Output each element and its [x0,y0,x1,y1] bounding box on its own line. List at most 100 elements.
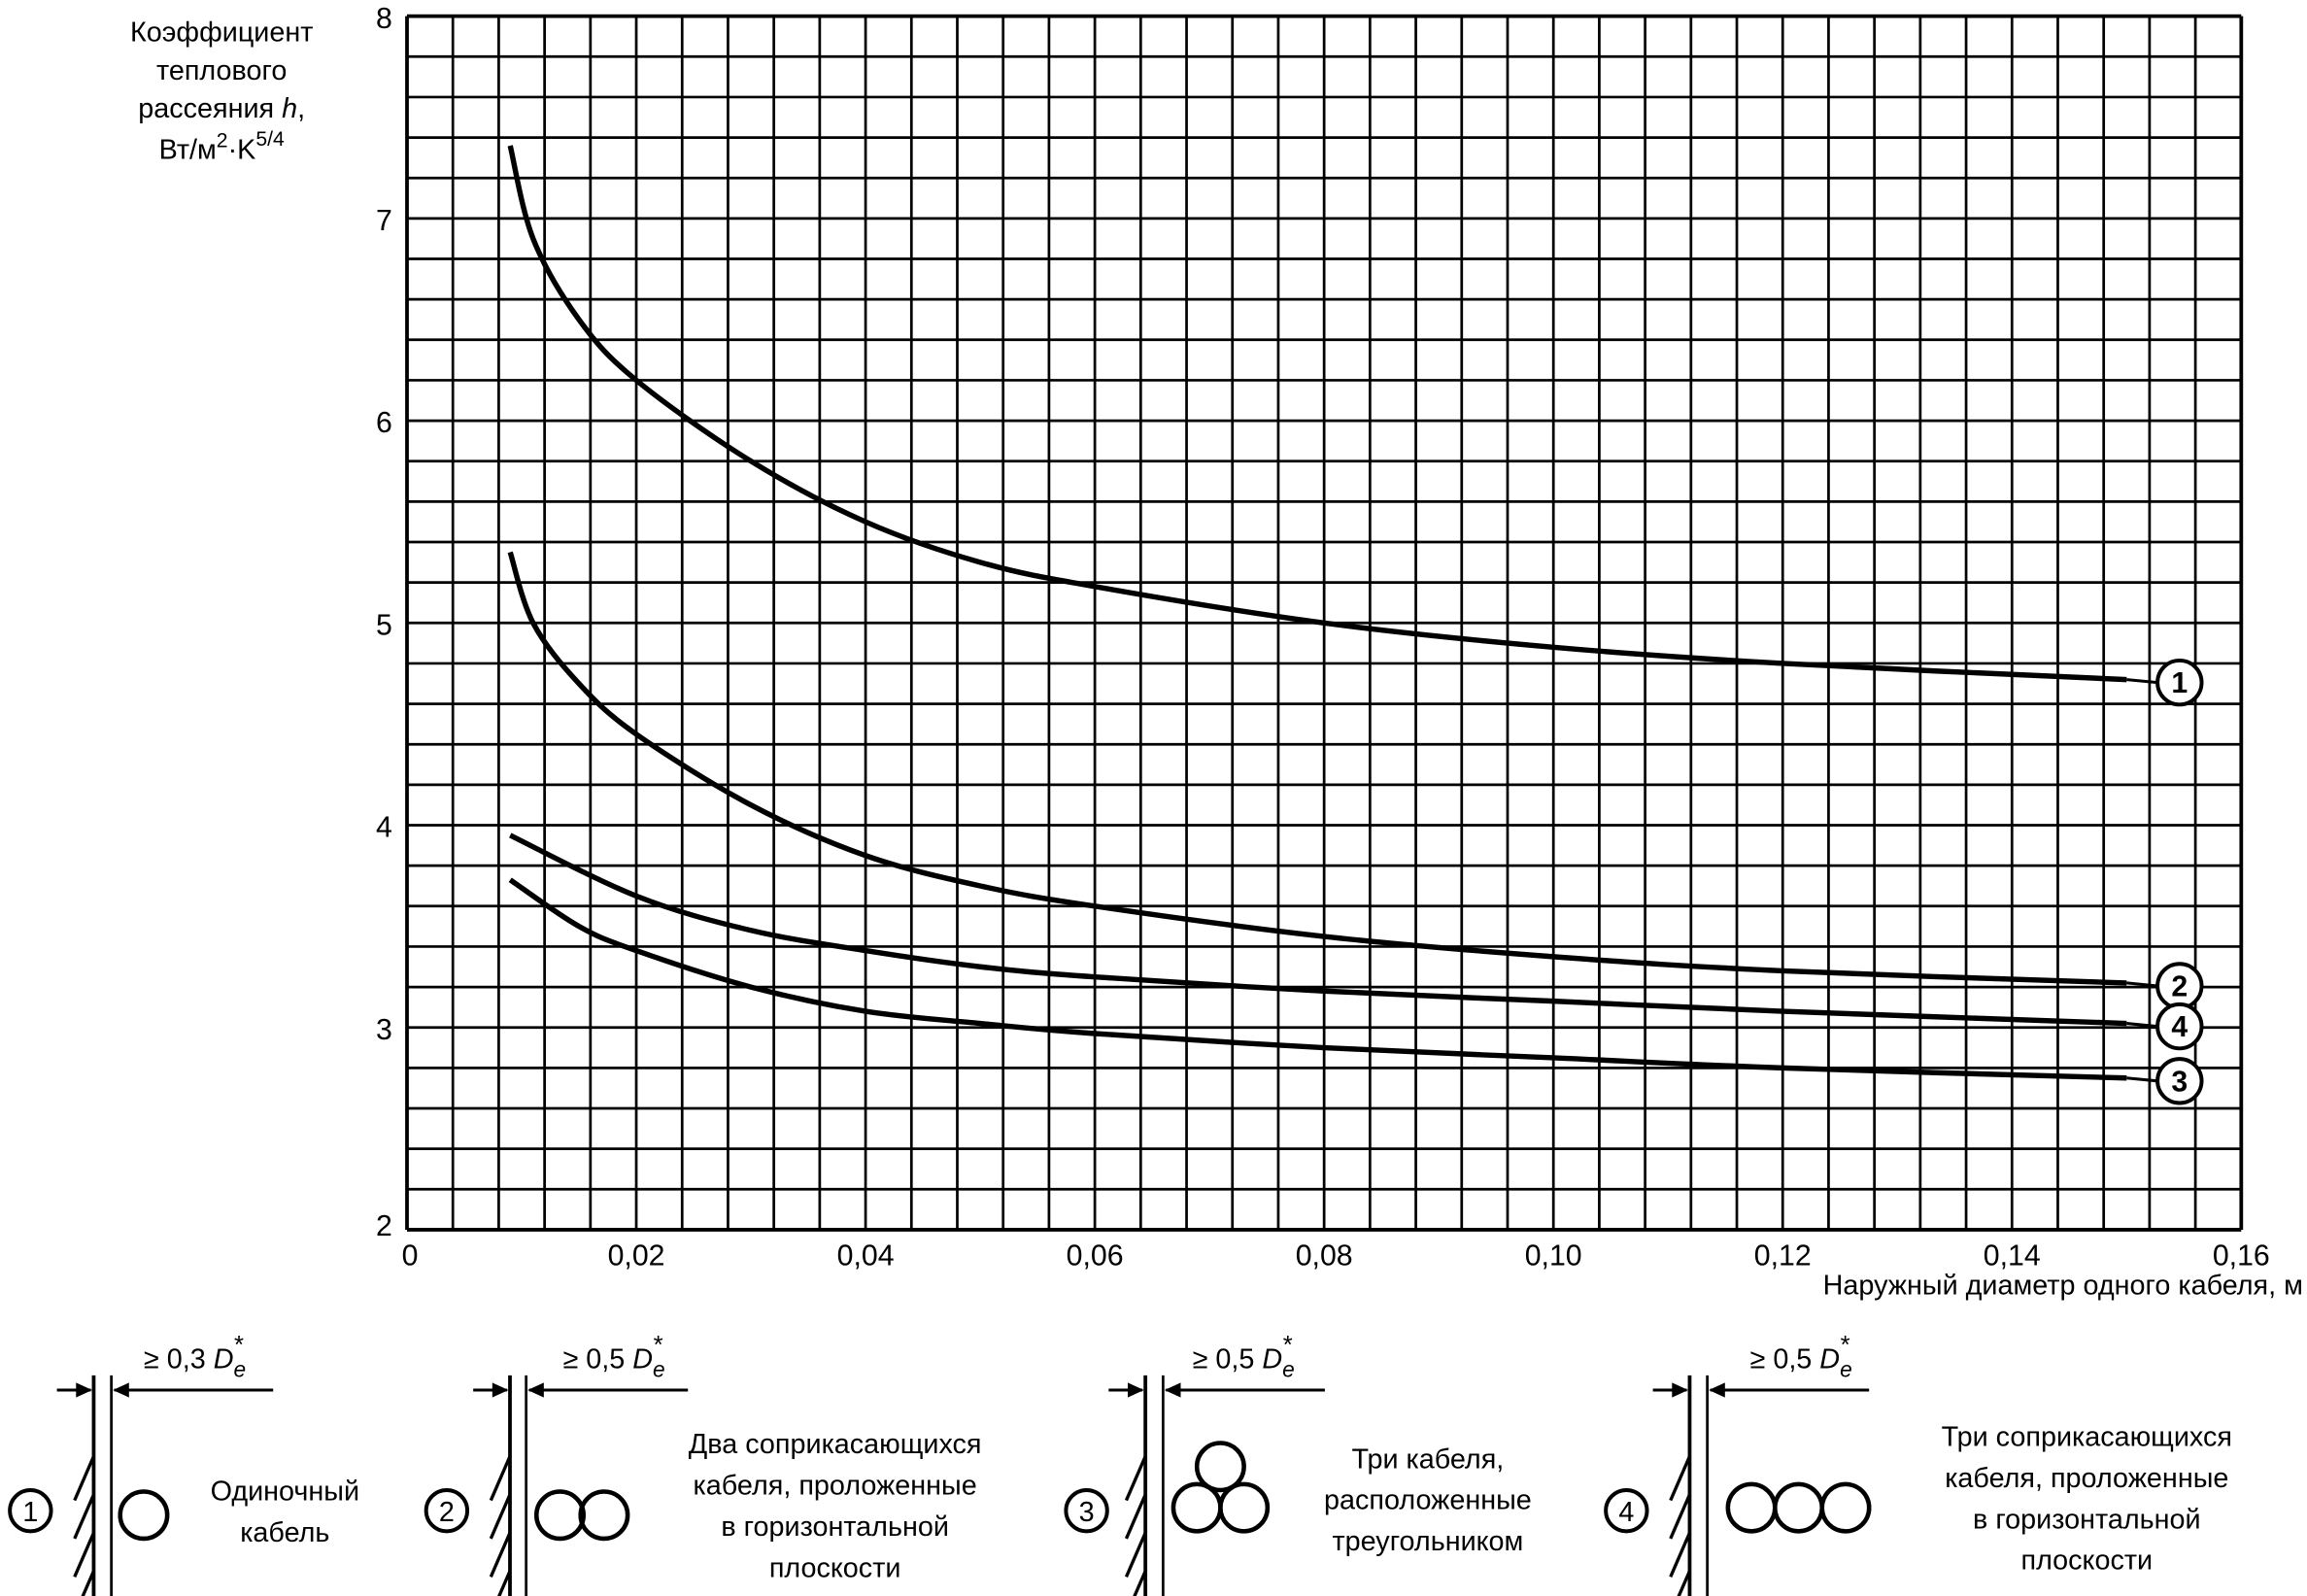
legend-number: 4 [1618,1497,1634,1528]
y-tick-label: 6 [376,407,392,439]
hatch-line [1124,1532,1147,1578]
curve-label: 2 [2171,971,2188,1003]
legend-description: кабель [240,1517,329,1548]
legend-description: Два соприкасающихся [689,1429,982,1460]
hatch-line [1124,1455,1147,1502]
x-tick-label: 0,12 [1754,1239,1812,1272]
legend-description: Три соприкасающихся [1942,1422,2232,1453]
x-tick-label: 0,06 [1067,1239,1124,1272]
y-tick-label: 5 [376,609,392,641]
ylabel-line-4: Вт/м2·K5/4 [159,128,285,166]
hatch-line [1133,1570,1147,1596]
curve-label-circle [2155,1002,2204,1051]
x-tick-label: 0,14 [1984,1239,2041,1272]
legend-description: плоскости [2021,1545,2154,1577]
number-circle [1604,1488,1649,1534]
legend: ≥ 0,3 De* 1 Одиночный кабель ≥ 0,5 De* 2 Два с… [8,1332,2232,1596]
x-tick-label: 0,08 [1296,1239,1353,1272]
ylabel-line-2: теплового [156,55,287,86]
hatch-line [73,1455,95,1502]
legend-item-3: ≥ 0,5 De* 3 Три кабеля, расположенные треуго… [1064,1332,1532,1596]
legend-description: Одиночный [211,1477,359,1508]
curve-label: 4 [2171,1011,2188,1043]
curve-label: 1 [2171,667,2188,699]
arrowhead-icon [527,1382,544,1398]
cable-circle [533,1489,586,1542]
number-circle [424,1488,470,1534]
legend-number: 2 [439,1497,455,1528]
x-tick-label: 0 [402,1239,419,1272]
curve-label-circle [2155,658,2204,707]
x-tick-label: 0,16 [2213,1239,2270,1272]
curve-label-leader [2126,678,2158,685]
hatch-line [497,1570,512,1596]
cable-circle [118,1489,170,1542]
hatch-line [1124,1493,1147,1540]
hatch-line [81,1570,95,1596]
legend-item-4: ≥ 0,5 De* 4 Три соприкасающихся кабеля, про… [1604,1332,2232,1596]
curve-label-leader [2126,1076,2158,1083]
cable-circle [578,1489,630,1542]
number-circle [8,1488,53,1534]
ylabel-line-1: Коэффициент [130,17,313,48]
x-tick-label: 0,10 [1525,1239,1582,1272]
cable-circle [1218,1481,1271,1534]
curve-1 [507,145,2127,683]
legend-description: расположенные [1324,1485,1532,1516]
y-tick-label: 3 [376,1014,392,1046]
arrowhead-icon [1709,1382,1725,1398]
hatch-line [73,1493,95,1540]
tick-labels: 0 0,02 0,04 0,06 0,08 0,10 0,12 0,14 0,16 2 3 4 5 6 7 8 [376,3,2270,1273]
legend-number: 3 [1079,1497,1095,1528]
arrowhead-icon [1672,1382,1688,1398]
curve-label-circle [2155,1057,2204,1105]
hatch-line [1669,1455,1691,1502]
y-tick-label: 2 [376,1210,392,1242]
x-tick-label: 0,04 [837,1239,895,1272]
curve-4 [509,832,2127,1027]
y-tick-label: 7 [376,205,392,237]
curves: 1 2 4 3 [507,145,2204,1105]
arrowhead-icon [1164,1382,1181,1398]
y-tick-label: 4 [376,812,392,844]
arrowhead-icon [1128,1382,1144,1398]
legend-description: в горизонтальной [721,1511,949,1543]
cable-circle [1819,1481,1872,1534]
arrowhead-icon [76,1382,92,1398]
hatch-line [489,1455,512,1502]
arrowhead-icon [113,1382,129,1398]
hatch-line [73,1532,95,1578]
legend-item-2: ≥ 0,5 De* 2 Два соприкасающихся кабеля, про… [424,1332,982,1596]
hatch-line [1669,1532,1691,1578]
cable-circle [1725,1481,1778,1534]
legend-item-1: ≥ 0,3 De* 1 Одиночный кабель [8,1332,359,1596]
legend-description: кабеля, проложенные [694,1471,977,1502]
x-tick-label: 0,02 [608,1239,665,1272]
y-axis-label: Коэффициент теплового рассеяния h, Вт/м2… [130,17,313,165]
hatch-line [1669,1493,1691,1540]
arrowhead-icon [492,1382,509,1398]
curve-label-leader [2126,981,2158,988]
legend-description: кабеля, проложенные [1945,1463,2228,1494]
ylabel-line-3: рассеяния h, [138,93,305,124]
clearance-label: ≥ 0,5 De* [1750,1332,1852,1381]
x-axis-label: Наружный диаметр одного кабеля, м [1823,1271,2303,1302]
legend-description: плоскости [769,1552,901,1583]
legend-description: треугольником [1332,1526,1523,1557]
clearance-label: ≥ 0,5 De* [563,1332,665,1381]
clearance-label: ≥ 0,5 De* [1193,1332,1295,1381]
curve-label-leader [2126,1022,2158,1029]
cable-circle [1170,1481,1223,1534]
y-tick-label: 8 [376,3,392,35]
legend-description: в горизонтальной [1973,1504,2201,1535]
number-circle [1064,1488,1109,1534]
curve-3 [508,877,2127,1081]
cable-circle [1194,1441,1246,1493]
legend-number: 1 [22,1497,38,1528]
legend-description: Три кабеля, [1352,1443,1505,1475]
hatch-line [489,1493,512,1540]
clearance-label: ≥ 0,3 De* [144,1332,246,1381]
cable-circle [1773,1481,1825,1534]
curve-label: 3 [2171,1066,2188,1098]
